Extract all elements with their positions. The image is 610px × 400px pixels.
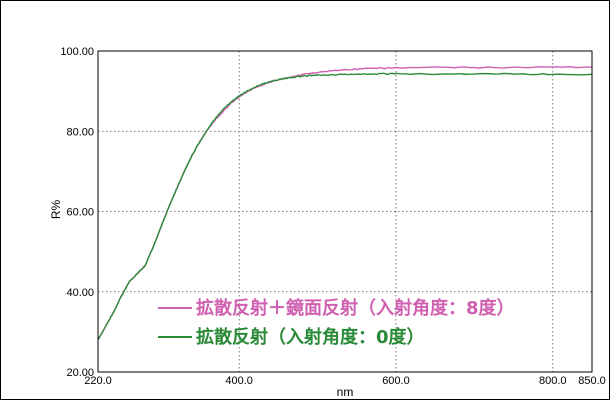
x-tick-label: 600.0: [382, 375, 410, 387]
x-tick-label: 850.0: [578, 375, 606, 387]
y-tick-label: 40.00: [66, 287, 94, 299]
tick-labels: 220.0 400.0 600.0 800.0 850.0 20.00 40.00 60.00…: [60, 46, 605, 387]
legend-label: 拡散反射（入射角度：0度）: [196, 326, 425, 348]
legend-label: 拡散反射＋鏡面反射（入射角度：8度）: [196, 297, 515, 319]
x-axis-title: nm: [337, 385, 354, 399]
x-tick-label: 220.0: [84, 375, 112, 387]
series-lines: [97, 66, 593, 341]
series-line-2: [97, 72, 593, 340]
plot-area-frame: [97, 50, 593, 373]
y-axis-title: R%: [49, 200, 63, 220]
legend: 拡散反射＋鏡面反射（入射角度：8度） 拡散反射（入射角度：0度）: [158, 297, 515, 348]
y-tick-label: 20.00: [66, 367, 94, 379]
y-tick-label: 60.00: [66, 207, 94, 219]
grid: [98, 51, 592, 372]
x-tick-label: 800.0: [539, 375, 567, 387]
x-tick-label: 400.0: [225, 375, 253, 387]
y-tick-label: 80.00: [66, 126, 94, 138]
y-tick-label: 100.00: [60, 46, 94, 58]
